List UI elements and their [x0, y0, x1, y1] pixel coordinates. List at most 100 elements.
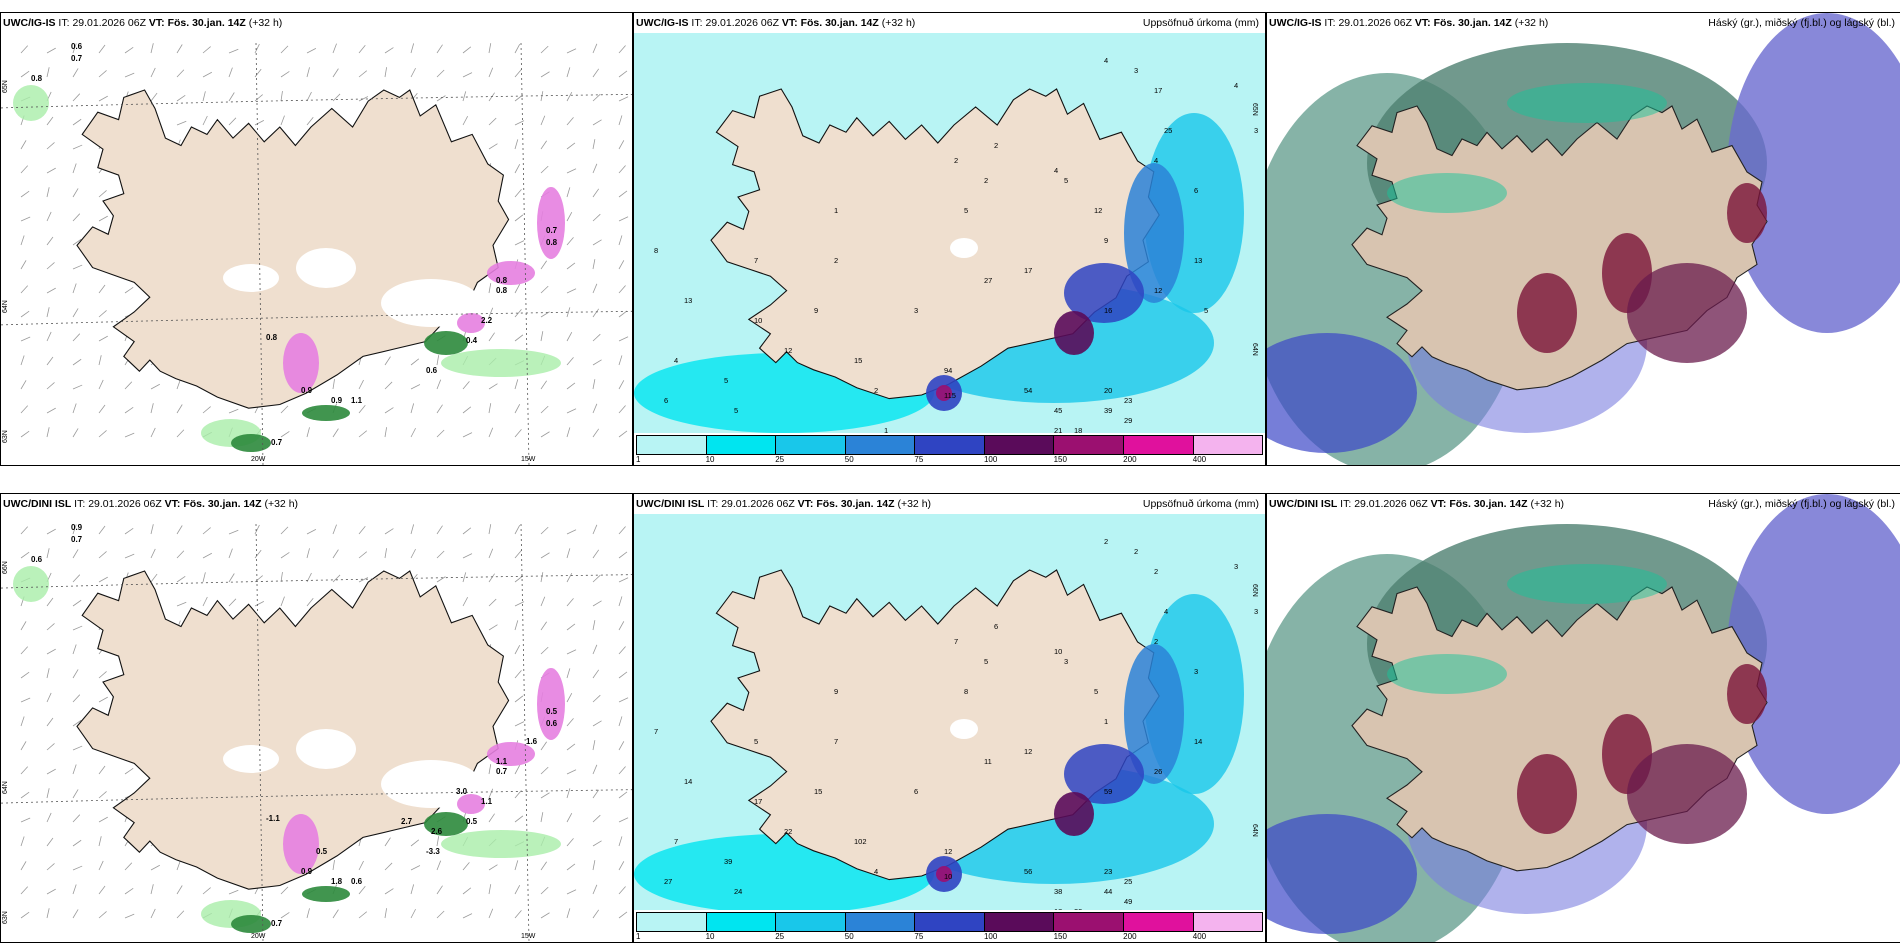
wind-barb [72, 574, 81, 583]
colorbar-cell [1193, 436, 1263, 454]
value-label: 0.6 [426, 366, 438, 375]
colorbar-cell [706, 436, 777, 454]
value-label: 7 [674, 837, 678, 846]
value-label: -3.3 [426, 847, 440, 856]
wind-barb [436, 910, 445, 919]
value-label: 25 [1164, 126, 1172, 135]
value-label: 39 [1104, 406, 1112, 415]
wind-barb [540, 861, 547, 871]
panel-top-precip: UWC/IG-IS IT: 29.01.2026 06Z VT: Fös. 30… [633, 12, 1266, 466]
value-label: 17 [1154, 86, 1162, 95]
colorbar-cell [984, 913, 1055, 931]
wind-barb [514, 620, 519, 631]
wind-barb [618, 646, 626, 655]
wind-barb [462, 115, 469, 126]
value-label: 21 [1054, 426, 1062, 433]
wind-barb [436, 355, 440, 366]
rain-area [424, 812, 468, 836]
wind-barb [488, 427, 494, 438]
wind-barb [306, 427, 310, 438]
map-canvas: 66N 64N 63N 20W 15W 0.9 0.7 0.6 -1.1 -3.3 1.8 0.6 0.… [1, 523, 632, 942]
wind-barb [72, 599, 82, 607]
wind-barb [254, 524, 260, 535]
wind-barb [488, 864, 498, 871]
snow-area [283, 333, 319, 393]
glacier [296, 729, 356, 769]
wind-barb [618, 697, 629, 703]
colorbar-tick: 10 [705, 455, 715, 464]
wind-barb [618, 235, 623, 246]
wind-barb [592, 333, 601, 342]
wind-barb [280, 912, 290, 919]
colorbar-cells [636, 435, 1263, 455]
wind-barb [332, 93, 341, 102]
wind-barb [20, 235, 25, 246]
panel-top-clouds: UWC/IG-IS IT: 29.01.2026 06Z VT: Fös. 30… [1266, 12, 1900, 466]
wind-barb [592, 720, 602, 727]
wind-barb [20, 861, 27, 871]
wind-barb [410, 908, 416, 919]
value-label: 20 [1104, 386, 1112, 395]
wind-barb [306, 597, 314, 607]
map-canvas: 66N64N2223436751071426595644384923252019… [634, 514, 1265, 910]
wind-barb [98, 70, 107, 78]
wind-barb [592, 840, 602, 847]
wind-barb [306, 908, 310, 919]
wind-barb [20, 260, 27, 270]
glacier [950, 719, 978, 739]
wind-barb [540, 45, 549, 54]
value-label: 0.5 [466, 817, 478, 826]
wind-barb [540, 311, 550, 318]
wind-barb [410, 865, 421, 871]
value-label: 12 [1154, 286, 1162, 295]
wind-barb [566, 548, 571, 559]
wind-barb [488, 908, 494, 919]
wind-barb [566, 48, 577, 54]
wind-barb [384, 862, 393, 871]
value-label: 24 [734, 887, 742, 896]
value-label: 17 [1024, 266, 1032, 275]
value-label: 20 [1074, 907, 1082, 910]
value-label: 5 [1064, 176, 1068, 185]
wind-barb [72, 163, 77, 174]
wind-barb [20, 911, 30, 919]
wind-barb [592, 43, 598, 54]
wind-barb [540, 741, 547, 751]
value-label: 4 [674, 356, 678, 365]
wind-barb [514, 240, 525, 246]
wind-barb [618, 526, 626, 535]
precip-core [1124, 644, 1184, 784]
value-label: 3 [1254, 607, 1258, 616]
wind-barb [462, 432, 473, 438]
wind-barb [410, 403, 415, 414]
value-label: 2 [874, 386, 878, 395]
wind-barb [566, 908, 571, 919]
colorbar-cell [845, 436, 916, 454]
colorbar-ticks: 1 10 25 50 75 100 150 200 400 [636, 455, 1263, 465]
value-label: 1 [834, 206, 838, 215]
value-label: 7 [834, 737, 838, 746]
wind-barb [228, 117, 237, 126]
wind-barb [72, 333, 81, 342]
value-label: 2 [1154, 567, 1158, 576]
wind-barb [72, 238, 82, 246]
wind-barb [514, 44, 521, 54]
wind-barb [592, 860, 596, 871]
value-label: 1 [884, 426, 888, 433]
wind-barb [46, 768, 56, 775]
wind-barb [462, 887, 472, 895]
wind-barb [46, 427, 50, 438]
wind-barb [98, 576, 108, 583]
snow-area [457, 313, 485, 333]
wind-barb [124, 767, 134, 775]
wind-barb [72, 814, 81, 823]
wind-barb [592, 574, 601, 583]
wind-barb [618, 405, 626, 414]
value-label: 5 [964, 206, 968, 215]
wind-barb [592, 163, 598, 174]
colorbar-cell [915, 913, 985, 931]
wind-barb [592, 239, 602, 246]
panel-field-label: Uppsöfnuð úrkoma (mm) [1142, 17, 1259, 29]
wind-barb [488, 143, 498, 150]
wind-barb [384, 528, 394, 535]
